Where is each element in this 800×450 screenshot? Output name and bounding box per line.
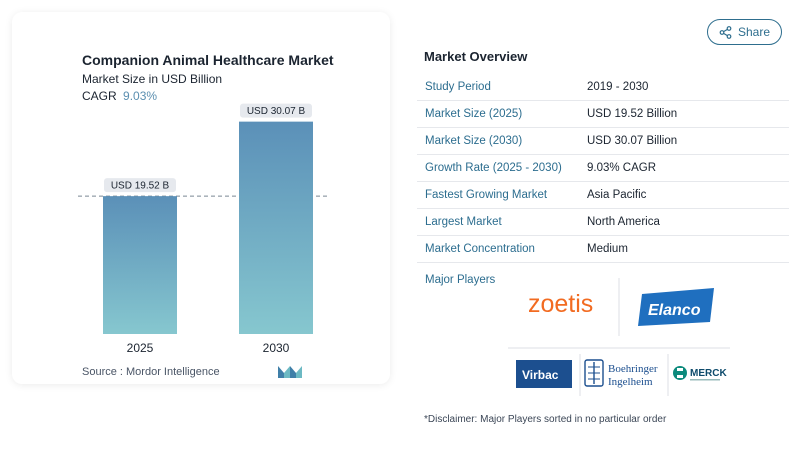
overview-title: Market Overview [424, 49, 528, 64]
overview-row-label: Largest Market [425, 216, 502, 228]
overview-row-value: 9.03% CAGR [587, 162, 657, 174]
data-label-background [240, 103, 312, 118]
virbac-logo: Virbac [516, 360, 572, 393]
svg-text:Ingelheim: Ingelheim [608, 376, 653, 388]
overview-row-value: Medium [587, 243, 628, 255]
overview-table: Study Period 2019 - 2030 Market Size (2025… [417, 74, 789, 263]
chart-card: Companion Animal Healthcare Market Marke… [12, 12, 390, 384]
svg-text:Boehringer: Boehringer [608, 363, 658, 375]
share-button[interactable]: Share [707, 19, 782, 45]
overview-row: Fastest Growing Market Asia Pacific [417, 182, 789, 209]
major-players-label: Major Players [425, 274, 496, 286]
x-tick-label: 2025 [127, 341, 154, 355]
overview-row-label: Fastest Growing Market [425, 189, 548, 201]
overview-row-value: Asia Pacific [587, 189, 647, 201]
data-label: USD 19.52 B [111, 181, 170, 192]
overview-row: Market Size (2025) USD 19.52 Billion [417, 101, 789, 128]
overview-row-label: Market Size (2025) [425, 108, 523, 120]
bar-2030 [239, 121, 313, 335]
merck-logo: MERCK [672, 364, 728, 389]
boehringer-logo: Boehringer Ingelheim [584, 358, 668, 395]
chart-title: Companion Animal Healthcare Market [82, 52, 334, 68]
merck-logo-text: MERCK [690, 368, 727, 379]
overview-row-label: Market Size (2030) [425, 135, 523, 147]
overview-row: Largest Market North America [417, 209, 789, 236]
virbac-logo-text: Virbac [522, 368, 559, 382]
bar-chart: USD 19.52 B 2025 USD 30.07 B 2030 [78, 103, 330, 355]
overview-row-value: USD 19.52 Billion [587, 108, 678, 120]
source-text: Source : Mordor Intelligence [82, 366, 220, 378]
overview-row: Market Concentration Medium [417, 236, 789, 263]
data-label: USD 30.07 B [247, 106, 306, 117]
zoetis-logo: zoetis [528, 286, 600, 327]
overview-row: Market Size (2030) USD 30.07 Billion [417, 128, 789, 155]
data-label-background [104, 178, 176, 193]
major-players-logos: zoetis Elanco Virbac Boehringer I [508, 278, 730, 398]
overview-row-value: USD 30.07 Billion [587, 135, 678, 147]
share-icon [719, 25, 732, 39]
overview-row-label: Market Concentration [425, 243, 535, 255]
mordor-logo-icon [278, 366, 302, 378]
x-tick-label: 2030 [263, 341, 290, 355]
overview-row: Study Period 2019 - 2030 [417, 74, 789, 101]
cagr-value: 9.03% [123, 89, 158, 103]
elanco-logo: Elanco [638, 288, 718, 333]
cagr-label: CAGR [82, 89, 117, 103]
bar-2025 [103, 196, 177, 334]
overview-row-label: Study Period [425, 81, 491, 93]
overview-row-value: North America [587, 216, 660, 228]
zoetis-logo-text: zoetis [528, 290, 593, 318]
disclaimer: *Disclaimer: Major Players sorted in no … [424, 414, 667, 425]
cagr-line: CAGR 9.03% [82, 89, 157, 103]
chart-subtitle: Market Size in USD Billion [82, 72, 223, 86]
share-label: Share [737, 25, 771, 39]
overview-row: Growth Rate (2025 - 2030) 9.03% CAGR [417, 155, 789, 182]
players-grid [508, 278, 730, 396]
elanco-logo-text: Elanco [648, 302, 701, 319]
overview-row-value: 2019 - 2030 [587, 81, 649, 93]
overview-row-label: Growth Rate (2025 - 2030) [425, 162, 562, 174]
